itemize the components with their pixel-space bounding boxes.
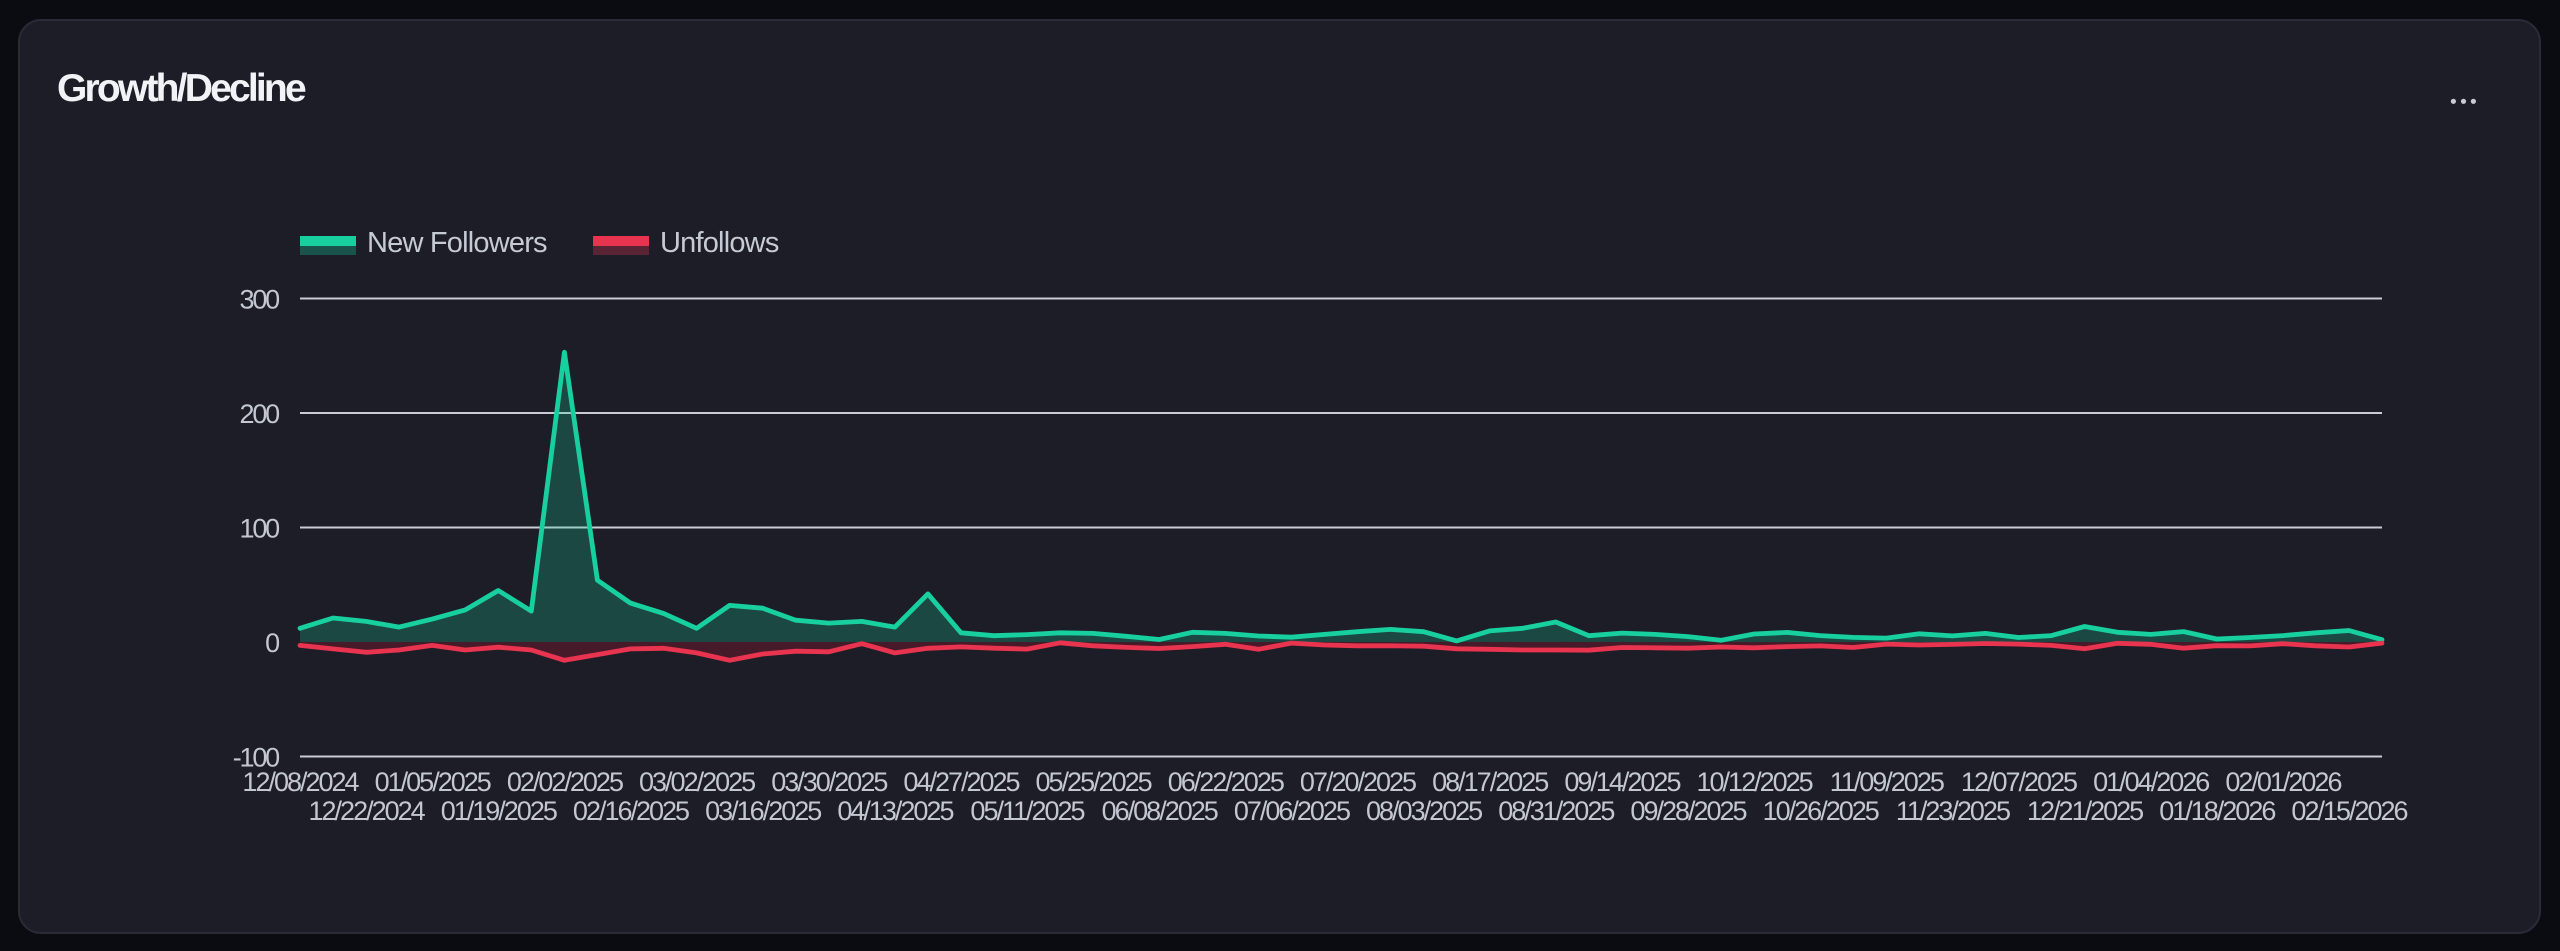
svg-text:09/14/2025: 09/14/2025 xyxy=(1564,767,1680,797)
svg-text:02/16/2025: 02/16/2025 xyxy=(573,796,689,826)
svg-text:03/02/2025: 03/02/2025 xyxy=(639,767,755,797)
svg-text:08/31/2025: 08/31/2025 xyxy=(1498,796,1614,826)
svg-text:12/07/2025: 12/07/2025 xyxy=(1961,767,2077,797)
svg-text:0: 0 xyxy=(265,628,279,658)
svg-text:01/19/2025: 01/19/2025 xyxy=(441,796,557,826)
svg-text:-100: -100 xyxy=(233,743,279,773)
svg-text:01/05/2025: 01/05/2025 xyxy=(375,767,491,797)
svg-text:02/01/2026: 02/01/2026 xyxy=(2225,767,2341,797)
svg-text:12/21/2025: 12/21/2025 xyxy=(2027,796,2143,826)
svg-text:Unfollows: Unfollows xyxy=(660,227,779,259)
svg-text:200: 200 xyxy=(240,399,280,429)
svg-text:01/04/2026: 01/04/2026 xyxy=(2093,767,2209,797)
svg-text:New Followers: New Followers xyxy=(367,227,547,259)
svg-text:07/06/2025: 07/06/2025 xyxy=(1234,796,1350,826)
svg-text:05/11/2025: 05/11/2025 xyxy=(970,796,1084,826)
svg-text:10/12/2025: 10/12/2025 xyxy=(1697,767,1813,797)
svg-text:12/22/2024: 12/22/2024 xyxy=(309,796,426,826)
svg-text:04/27/2025: 04/27/2025 xyxy=(903,767,1019,797)
svg-text:09/28/2025: 09/28/2025 xyxy=(1630,796,1746,826)
svg-text:02/15/2026: 02/15/2026 xyxy=(2291,796,2407,826)
svg-text:08/03/2025: 08/03/2025 xyxy=(1366,796,1482,826)
svg-text:03/16/2025: 03/16/2025 xyxy=(705,796,821,826)
svg-text:08/17/2025: 08/17/2025 xyxy=(1432,767,1548,797)
svg-text:300: 300 xyxy=(240,285,280,315)
svg-text:03/30/2025: 03/30/2025 xyxy=(771,767,887,797)
svg-text:02/02/2025: 02/02/2025 xyxy=(507,767,623,797)
svg-text:07/20/2025: 07/20/2025 xyxy=(1300,767,1416,797)
svg-text:100: 100 xyxy=(240,514,280,544)
svg-text:12/08/2024: 12/08/2024 xyxy=(242,767,359,797)
svg-text:05/25/2025: 05/25/2025 xyxy=(1036,767,1152,797)
svg-text:04/13/2025: 04/13/2025 xyxy=(837,796,953,826)
svg-text:06/22/2025: 06/22/2025 xyxy=(1168,767,1284,797)
svg-text:11/09/2025: 11/09/2025 xyxy=(1830,767,1944,797)
svg-text:Growth/Decline: Growth/Decline xyxy=(57,67,306,110)
svg-text:11/23/2025: 11/23/2025 xyxy=(1896,796,2010,826)
svg-text:10/26/2025: 10/26/2025 xyxy=(1763,796,1879,826)
svg-text:01/18/2026: 01/18/2026 xyxy=(2159,796,2275,826)
svg-text:06/08/2025: 06/08/2025 xyxy=(1102,796,1218,826)
